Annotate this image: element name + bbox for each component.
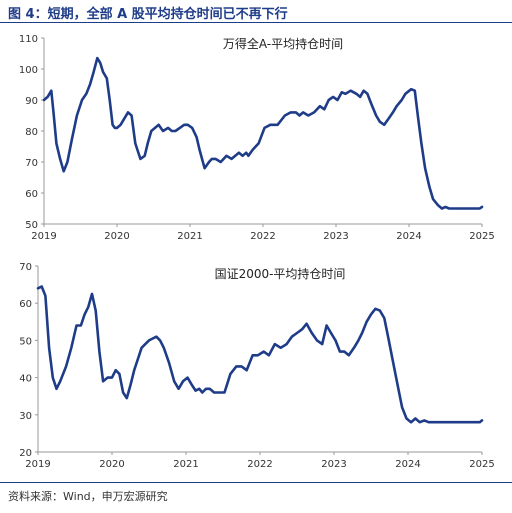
y-tick-label: 60 xyxy=(25,189,38,200)
y-tick-label: 100 xyxy=(19,65,38,76)
x-tick-label: 2024 xyxy=(396,231,421,242)
x-tick-label: 2020 xyxy=(104,231,129,242)
y-tick-label: 70 xyxy=(19,262,32,273)
chart-title: 国证2000-平均持仓时间 xyxy=(215,266,346,281)
y-tick-label: 50 xyxy=(19,336,32,347)
series-line xyxy=(36,285,484,424)
footer-rule xyxy=(0,482,512,483)
y-tick-label: 20 xyxy=(19,448,32,459)
x-tick-label: 2023 xyxy=(321,459,346,470)
x-tick-label: 2024 xyxy=(395,459,420,470)
y-tick-label: 50 xyxy=(25,220,38,231)
y-tick-label: 90 xyxy=(25,96,38,107)
x-tick-label: 2021 xyxy=(177,231,202,242)
x-tick-label: 2025 xyxy=(469,459,494,470)
source-note: 资料来源：Wind，申万宏源研究 xyxy=(8,490,168,503)
figure-title: 图 4：短期，全部 A 股平均持仓时间已不再下行 xyxy=(8,7,288,22)
y-tick-label: 30 xyxy=(19,411,32,422)
chart-wind-all-a: 50 60 70 80 90 100 110 2019 2020 2021 2022 2023 2024… xyxy=(19,34,495,242)
x-tick-label: 2019 xyxy=(31,231,56,242)
series-line xyxy=(42,56,484,210)
title-rule xyxy=(0,22,512,23)
y-tick-label: 40 xyxy=(19,374,32,385)
x-tick-label: 2020 xyxy=(99,459,124,470)
y-tick-label: 80 xyxy=(25,127,38,138)
y-tick-label: 70 xyxy=(25,158,38,169)
x-tick-label: 2022 xyxy=(247,459,272,470)
x-tick-label: 2019 xyxy=(25,459,50,470)
y-tick-label: 60 xyxy=(19,299,32,310)
x-tick-label: 2023 xyxy=(323,231,348,242)
x-tick-label: 2022 xyxy=(250,231,275,242)
chart-guozheng-2000: 20 30 40 50 60 70 2019 2020 2021 2022 2023 2024 2025… xyxy=(19,262,494,470)
x-tick-label: 2021 xyxy=(173,459,198,470)
x-tick-label: 2025 xyxy=(469,231,494,242)
y-tick-label: 110 xyxy=(19,34,38,45)
chart-title: 万得全A-平均持仓时间 xyxy=(223,36,343,51)
